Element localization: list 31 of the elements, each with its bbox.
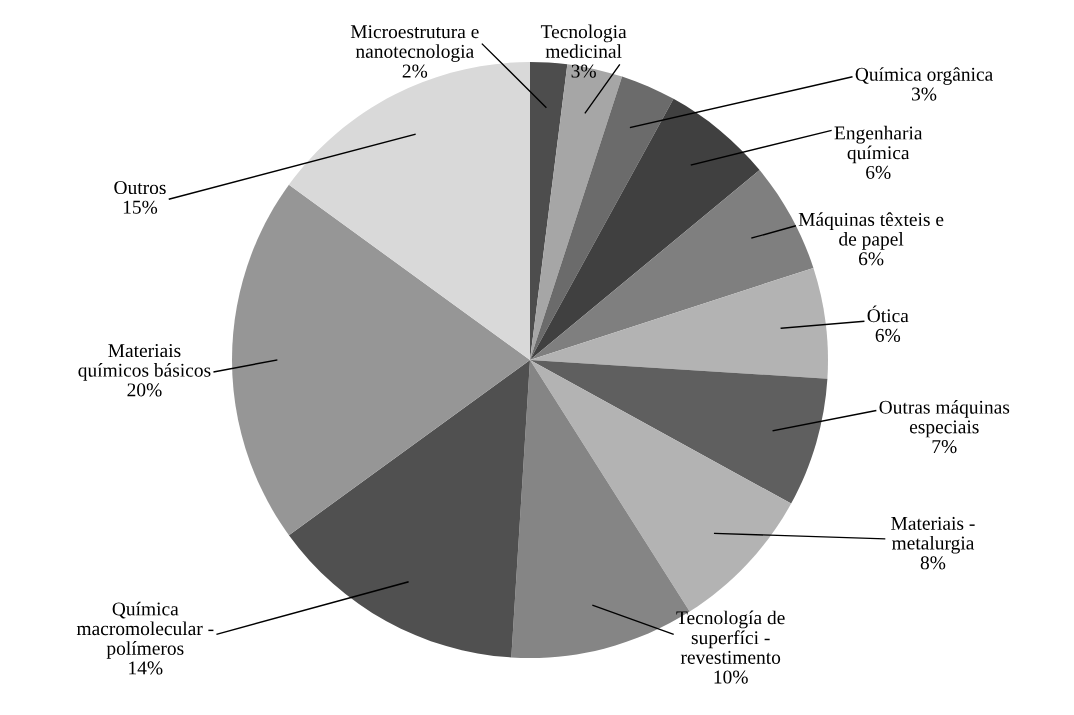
data-label: 14% [129,661,163,675]
pie-slice [288,360,530,658]
data-label: 8% [920,556,946,570]
pie-slice [288,62,530,360]
pie-slice [530,76,674,360]
slice-label: Química macromolecular - polímeros [76,601,214,659]
data-label: 6% [875,328,901,342]
slice-label: Ótica [867,305,909,323]
data-label: 10% [714,670,748,684]
slice-label: Outras máquinas especiais [879,400,1010,438]
data-label: 6% [858,252,884,266]
slice-label: Materiais químicos básicos [78,344,211,381]
slice-label: Química orgânica [855,67,993,85]
slice-label: Tecnologia medicinal [540,24,627,58]
data-label: 2% [402,64,428,78]
slice-label: Máquinas têxteis e de papel [798,212,944,250]
pie-slice [530,360,828,504]
slice-label: Microestrutura e nanotecnologia [350,25,479,62]
slice-label: Materiais - metalurgia [891,516,975,554]
pie-slice [232,184,530,536]
slice-label: Engenharia química [834,125,923,164]
pie-slice [530,64,623,360]
pie-slice [530,98,760,360]
data-label: 15% [123,200,158,214]
data-label: 20% [127,383,162,397]
data-label: 3% [912,87,937,101]
data-label: 6% [866,165,891,180]
slice-label: Outros [114,181,166,195]
data-label: 3% [571,64,596,78]
slice-label: Tecnología de superfíci - revestimento [676,610,785,664]
data-label: 7% [932,439,957,454]
